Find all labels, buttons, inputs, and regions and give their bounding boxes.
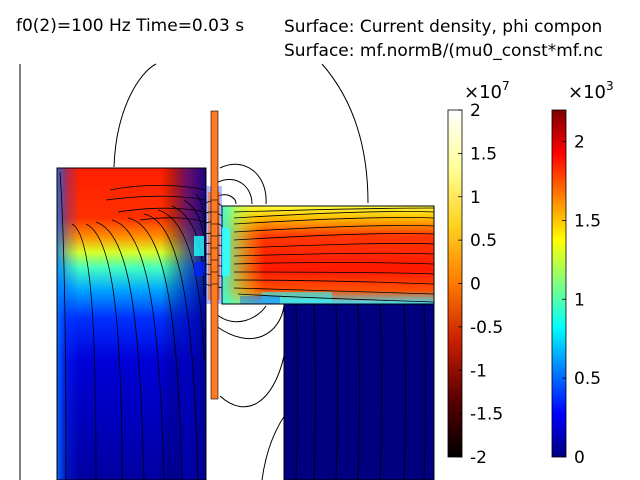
left-conductor [56,167,207,480]
coil-strip [210,110,219,400]
magnetic-field-tick-label: 0 [574,448,585,468]
current-density-tick-label: -1.5 [470,405,503,425]
magnetic-field-tick-label: 0.5 [574,369,601,389]
surface-title-2: Surface: mf.normB/(mu0_const*mf.nc [284,41,604,61]
bottom-block [283,303,435,480]
magnetic-field-multiplier: ×103 [568,79,614,103]
current-density-tick-label: 0 [470,275,481,295]
current-density-tick-label: -1 [470,361,487,381]
magnetic-field-tick-label: 2 [574,133,585,153]
current-density-tick-label: 1.5 [470,144,497,164]
current-density-tick-label: 1 [470,188,481,208]
right-conductor [221,205,435,305]
surface-title-1: Surface: Current density, phi compon [284,17,603,37]
current-density-tick-label: 2 [470,101,481,121]
current-density-tick-label: -0.5 [470,318,503,338]
magnetic-field-colorbar: ×103 2 1.5 1 0.5 0 [551,79,614,468]
current-density-tick-label: -2 [470,448,487,468]
current-density-colorbar: ×107 2 1.5 1 0.5 0 -0.5 -1 -1.5 -2 [447,79,510,468]
magnetic-field-tick-label: 1.5 [574,211,601,231]
time-title: f0(2)=100 Hz Time=0.03 s [16,16,245,36]
current-density-tick-label: 0.5 [470,231,497,251]
current-density-multiplier: ×107 [464,79,510,103]
magnetic-field-tick-label: 1 [574,290,585,310]
